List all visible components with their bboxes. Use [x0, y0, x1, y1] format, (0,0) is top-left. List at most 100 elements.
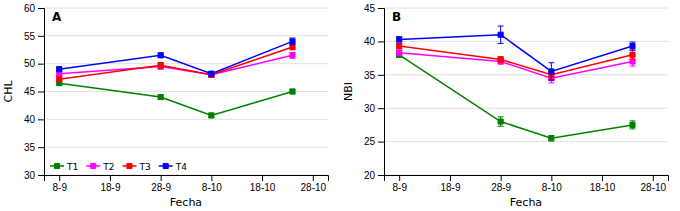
y-tick: 40: [364, 36, 384, 47]
x-tick: 28-10: [640, 175, 666, 193]
legend-label: T2: [102, 162, 114, 172]
y-tick: 35: [364, 70, 384, 81]
error-bar: [630, 121, 636, 129]
x-tick-label: 28-9: [151, 182, 171, 193]
point: [630, 122, 635, 127]
x-tick-mark: [161, 175, 162, 181]
x-tick: 18-10: [250, 175, 276, 193]
y-tick-mark: [38, 92, 44, 93]
x-tick-mark: [653, 175, 654, 181]
y-tick: 40: [24, 114, 44, 125]
x-tick-mark: [450, 175, 451, 181]
x-axis-line: [385, 176, 669, 182]
y-axis: 20 25 30 35 40 45: [364, 3, 385, 181]
x-tick-label: 8-9: [392, 182, 407, 193]
point: [630, 52, 635, 57]
legend-marker: [163, 163, 168, 168]
x-axis: 8-9 18-9 28-9 8-10 18-10 28-10: [385, 175, 669, 193]
grid-line: [44, 8, 328, 9]
series: [396, 43, 635, 79]
error-bar: [290, 53, 296, 59]
point: [158, 63, 163, 68]
error-bar: [396, 43, 402, 48]
error-bar: [158, 95, 164, 99]
error-bar: [498, 57, 504, 62]
x-axis-line: [45, 176, 329, 182]
legend-item: T3: [122, 162, 150, 172]
error-bar: [158, 63, 164, 69]
y-tick-mark: [38, 64, 44, 65]
plot-area: [56, 38, 295, 118]
x-tick-mark: [602, 175, 603, 181]
y-tick-label: 55: [24, 31, 36, 42]
y-tick: 30: [24, 170, 44, 181]
error-bar: [548, 136, 554, 141]
plot-area: [396, 26, 635, 141]
point: [498, 119, 503, 124]
point: [158, 53, 163, 58]
point: [57, 67, 62, 72]
series-line: [399, 55, 632, 139]
grid-line: [44, 35, 328, 36]
y-tick-label: 30: [24, 170, 36, 181]
x-tick: 18-10: [590, 175, 616, 193]
error-bar: [290, 38, 296, 45]
series: [56, 81, 295, 118]
y-tick-mark: [378, 142, 384, 143]
legend: T1T2T3T4: [50, 162, 187, 172]
point: [57, 77, 62, 82]
x-tick-label: 28-10: [640, 182, 666, 193]
y-tick-label: 50: [24, 58, 36, 69]
grid-line: [384, 41, 668, 42]
y-tick-label: 45: [364, 3, 376, 14]
y-tick-mark: [378, 108, 384, 109]
point: [290, 53, 295, 58]
point: [290, 89, 295, 94]
point: [549, 69, 554, 74]
x-tick-label: 18-9: [100, 182, 120, 193]
grid-line: [44, 91, 328, 92]
error-bar: [498, 117, 504, 126]
y-tick: 35: [24, 142, 44, 153]
x-tick-label: 8-10: [202, 182, 222, 193]
point: [209, 71, 214, 76]
x-tick-mark: [399, 175, 400, 181]
x-tick: 8-10: [202, 175, 222, 193]
x-tick-label: 8-10: [542, 182, 562, 193]
y-tick-label: 25: [364, 136, 376, 147]
y-axis-line: [378, 9, 385, 176]
x-tick: 8-9: [392, 175, 407, 193]
y-tick-label: 20: [364, 170, 376, 181]
x-tick-mark: [211, 175, 212, 181]
figure: 8-918-928-98-1018-1028-1030354045505560F…: [0, 0, 680, 211]
error-bar: [630, 42, 636, 50]
x-tick-mark: [262, 175, 263, 181]
x-tick: 28-9: [491, 175, 511, 193]
legend-label: T3: [138, 162, 150, 172]
x-tick: 18-9: [440, 175, 460, 193]
series-line: [59, 41, 292, 73]
y-tick-mark: [38, 175, 44, 176]
y-tick-mark: [38, 147, 44, 148]
error-bar: [630, 50, 636, 59]
grid-line: [384, 8, 668, 9]
y-tick: 60: [24, 3, 44, 14]
grid: [384, 8, 668, 175]
x-tick-mark: [59, 175, 60, 181]
y-tick: 45: [24, 86, 44, 97]
point: [290, 39, 295, 44]
x-tick: 28-10: [300, 175, 326, 193]
series-line: [59, 47, 292, 79]
point: [498, 32, 503, 37]
legend-marker: [54, 163, 59, 168]
point: [549, 136, 554, 141]
panel: 8-918-928-98-1018-1028-1030354045505560F…: [2, 3, 329, 209]
x-axis: 8-9 18-9 28-9 8-10 18-10 28-10: [45, 175, 329, 193]
point: [397, 44, 402, 49]
series: [56, 44, 295, 82]
y-tick: 30: [364, 103, 384, 114]
error-bar: [290, 89, 296, 93]
point: [397, 37, 402, 42]
x-tick: 8-10: [542, 175, 562, 193]
x-tick-label: 8-9: [52, 182, 67, 193]
